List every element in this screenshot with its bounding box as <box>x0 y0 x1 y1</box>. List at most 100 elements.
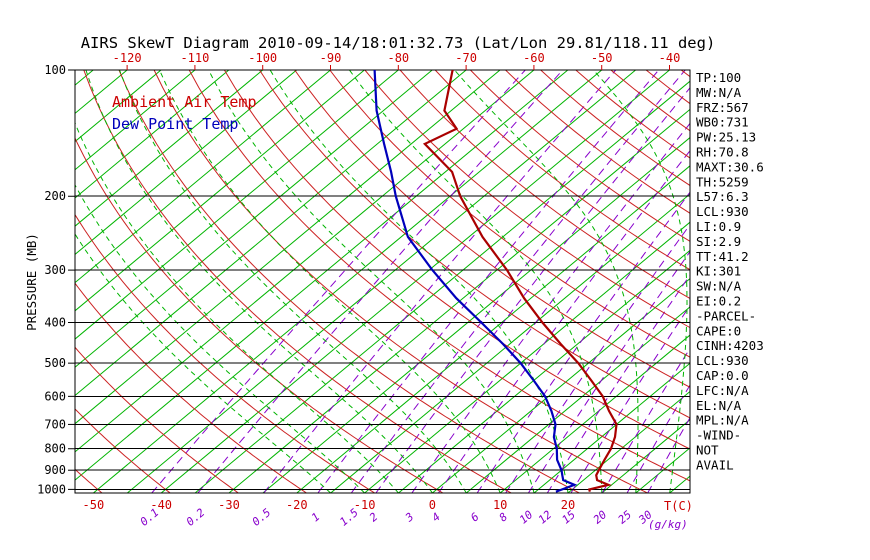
dry-adiabat <box>75 408 171 493</box>
mixing-ratio-line <box>437 149 690 493</box>
stat-line: WB0:731 <box>696 115 749 130</box>
moist-adiabat <box>771 70 870 493</box>
mixing-ratio-line <box>570 304 690 493</box>
moist-adiabat <box>75 121 399 493</box>
mixing-ratio-line <box>476 191 690 493</box>
mixing-ratio-label: 8 <box>497 510 511 524</box>
isotherm <box>737 70 870 493</box>
isotherm <box>499 334 690 493</box>
stat-line: TT:41.2 <box>696 249 749 264</box>
mixing-ratio-label: 6 <box>468 510 482 524</box>
pressure-tick-label: 400 <box>44 315 66 329</box>
dry-adiabat <box>645 70 690 105</box>
dry-adiabat <box>294 70 690 388</box>
dry-adiabat <box>75 136 444 493</box>
mixing-ratio-label: 12 <box>536 508 555 527</box>
stat-line: FRZ:567 <box>696 100 749 115</box>
moist-adiabat <box>839 70 870 493</box>
page-title: AIRS SkewT Diagram 2010-09-14/18:01:32.7… <box>81 34 716 52</box>
bottom-temp-tick-label: 20 <box>561 498 575 512</box>
isotherm <box>160 70 670 493</box>
stat-line: KI:301 <box>696 264 741 279</box>
isotherm <box>296 165 690 493</box>
moist-adiabat <box>593 70 688 493</box>
mixing-ratio-label: 0.5 <box>250 506 274 529</box>
top-temp-tick-labels: -120 -110 -100 -90 -80 -70 -60 -50 -40 <box>113 51 680 70</box>
mixing-ratio-label: 3 <box>402 510 416 525</box>
moist-adiabat <box>348 70 603 493</box>
stat-line: CAP:0.0 <box>696 368 749 383</box>
pressure-tick-label: 200 <box>44 189 66 203</box>
stat-line: TH:5259 <box>696 174 749 189</box>
mixing-ratio-label: 20 <box>591 508 610 527</box>
moist-adiabat <box>269 70 569 493</box>
mixing-ratio-line <box>527 250 690 493</box>
bottom-temp-tick-label: -40 <box>150 498 172 512</box>
mixing-ratio-label: 4 <box>429 510 442 524</box>
bottom-temp-tick-label: 10 <box>493 498 507 512</box>
stat-line: EL:N/A <box>696 398 742 413</box>
stat-line: RH:70.8 <box>696 145 749 160</box>
isotherm <box>228 108 690 493</box>
mixing-ratio-label: 25 <box>616 508 635 526</box>
dew-point-curve <box>373 70 578 493</box>
pressure-tick-label: 800 <box>44 442 66 456</box>
moist-adiabat <box>454 70 639 493</box>
stat-line: SW:N/A <box>696 279 742 294</box>
background-lines <box>75 70 870 493</box>
mixing-ratio-line <box>411 122 690 493</box>
isotherm <box>398 249 690 493</box>
pressure-tick-label: 600 <box>44 389 66 403</box>
mixing-ratio-label: 0.2 <box>184 506 208 529</box>
stat-line: -PARCEL- <box>696 308 756 323</box>
mixing-ratio-labels: 0.1 0.2 0.5 1 1.5 2 3 4 6 8 10 12 15 20 25 30 <box>138 506 655 529</box>
stat-line: LFC:N/A <box>696 383 749 398</box>
bottom-temp-tick-label: -30 <box>218 498 240 512</box>
isotherm <box>465 306 690 493</box>
isotherm <box>75 70 535 453</box>
temperature-axis-unit: T(C) <box>664 499 693 513</box>
stat-line: TP:100 <box>696 70 741 85</box>
pressure-tick-labels: 100 200 300 400 500 600 700 800 900 1000 <box>37 63 66 496</box>
isotherm <box>75 70 569 481</box>
pressure-tick-label: 100 <box>44 63 66 77</box>
bottom-temp-tick-labels: -50 -40 -30 -20 -10 0 10 20 <box>83 498 576 512</box>
mixing-ratio-axis-unit: (g/kg) <box>648 518 688 531</box>
top-temp-tick-label: -90 <box>320 51 342 65</box>
stat-line: MAXT:30.6 <box>696 159 764 174</box>
dry-adiabat <box>259 70 690 419</box>
isotherm <box>262 136 690 493</box>
isotherm <box>75 70 365 312</box>
isotherm <box>75 70 331 284</box>
dry-adiabat <box>329 70 690 358</box>
isotherm <box>75 70 196 171</box>
isotherm-lines <box>75 70 870 493</box>
stat-line: MPL:N/A <box>696 413 749 428</box>
isotherm <box>75 70 230 199</box>
isotherm <box>75 70 501 425</box>
top-temp-tick-label: -70 <box>455 51 477 65</box>
isotherm <box>93 70 603 493</box>
stat-line: CAPE:0 <box>696 323 741 338</box>
mixing-ratio-line <box>505 223 690 493</box>
isotherm <box>533 362 690 493</box>
top-temp-tick-label: -60 <box>523 51 545 65</box>
stats-panel: TP:100MW:N/AFRZ:567WB0:731PW:25.13RH:70.… <box>696 70 764 472</box>
plot-frame <box>74 69 691 494</box>
mixing-ratio-line <box>546 274 690 493</box>
bottom-temp-tick-label: 0 <box>429 498 436 512</box>
top-temp-tick-label: -50 <box>591 51 613 65</box>
moist-adiabat <box>75 183 365 493</box>
stat-line: PW:25.13 <box>696 130 756 145</box>
stat-line: EI:0.2 <box>696 294 741 309</box>
mixing-ratio-line <box>350 70 686 493</box>
pressure-tick-label: 900 <box>44 463 66 477</box>
dry-adiabat <box>75 346 239 493</box>
dry-adiabat <box>75 213 375 493</box>
moist-adiabat <box>805 70 870 493</box>
dry-adiabat-lines <box>75 70 690 493</box>
moist-adiabat-lines <box>75 70 870 493</box>
mixing-ratio-line <box>317 70 660 493</box>
top-temp-tick-label: -120 <box>113 51 142 65</box>
mixing-ratio-line <box>375 87 690 493</box>
